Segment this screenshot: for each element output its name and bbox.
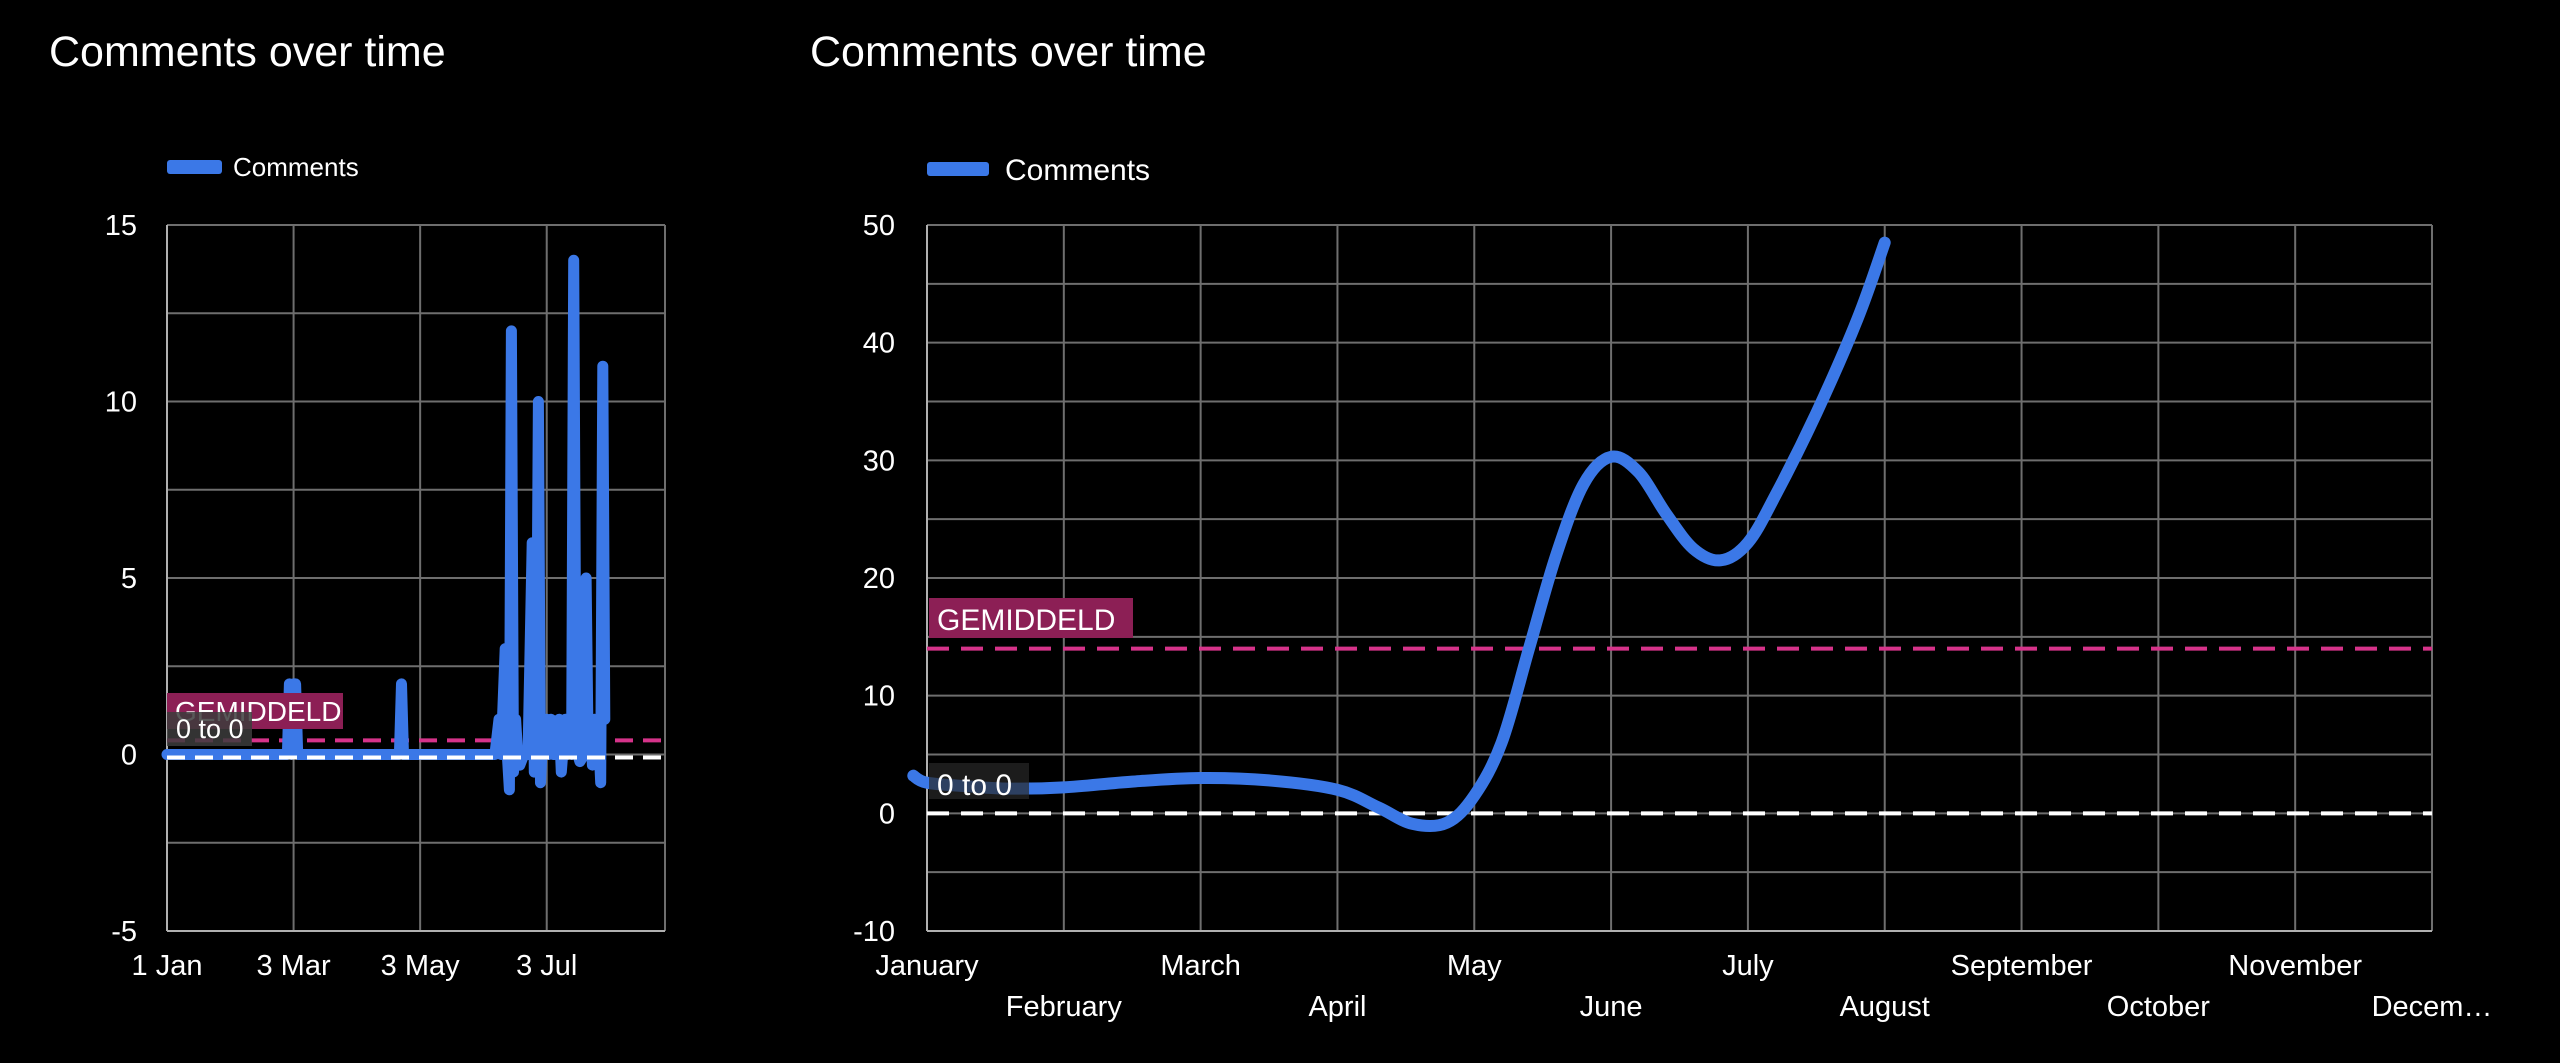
x-tick-label: Decem… — [2372, 991, 2493, 1023]
y-tick-label: 10 — [105, 387, 137, 419]
y-tick-label: 0 — [121, 740, 137, 772]
legend-swatch — [927, 162, 989, 176]
y-tick-label: 50 — [863, 210, 895, 242]
y-tick-label: 40 — [863, 328, 895, 360]
x-tick-label: 3 May — [381, 950, 460, 982]
legend-swatch — [167, 160, 222, 174]
average-label: GEMIDDELD — [937, 604, 1115, 637]
x-tick-label: February — [1006, 991, 1123, 1023]
y-tick-label: 5 — [121, 563, 137, 595]
x-tick-label: 3 Jul — [516, 950, 577, 982]
x-tick-label: January — [875, 950, 979, 982]
y-tick-label: 10 — [863, 681, 895, 713]
x-tick-label: June — [1580, 991, 1643, 1023]
legend-label: Comments — [233, 152, 359, 182]
y-tick-label: 0 — [879, 798, 895, 830]
y-tick-label: -5 — [111, 916, 137, 948]
x-tick-label: March — [1160, 950, 1241, 982]
x-tick-label: November — [2228, 950, 2362, 982]
x-tick-label: 3 Mar — [257, 950, 331, 982]
x-tick-label: October — [2107, 991, 2210, 1023]
comments-chart-monthly: -10 0 10 20 30 40 50 January February March April M… — [853, 154, 2493, 1023]
series-line-comments — [907, 236, 1891, 833]
y-tick-label: 20 — [863, 563, 895, 595]
y-tick-label: 30 — [863, 445, 895, 477]
range-label-bg — [929, 763, 1029, 799]
chart-title: Comments over time — [49, 28, 446, 76]
chart-title: Comments over time — [810, 28, 1207, 76]
series-line-comments — [161, 254, 611, 796]
range-label: 0 to 0 — [176, 714, 244, 744]
y-tick-label: 15 — [105, 210, 137, 242]
x-tick-label: July — [1722, 950, 1774, 982]
average-label-bg — [929, 598, 1133, 638]
x-tick-label: May — [1447, 950, 1502, 982]
x-tick-label: August — [1840, 991, 1930, 1023]
range-label: 0 to 0 — [937, 769, 1012, 802]
x-tick-label: September — [1951, 950, 2093, 982]
y-tick-label: -10 — [853, 916, 895, 948]
legend-label: Comments — [1005, 154, 1150, 187]
x-tick-label: 1 Jan — [132, 950, 203, 982]
range-label-bg — [167, 712, 252, 746]
x-tick-label: April — [1308, 991, 1366, 1023]
